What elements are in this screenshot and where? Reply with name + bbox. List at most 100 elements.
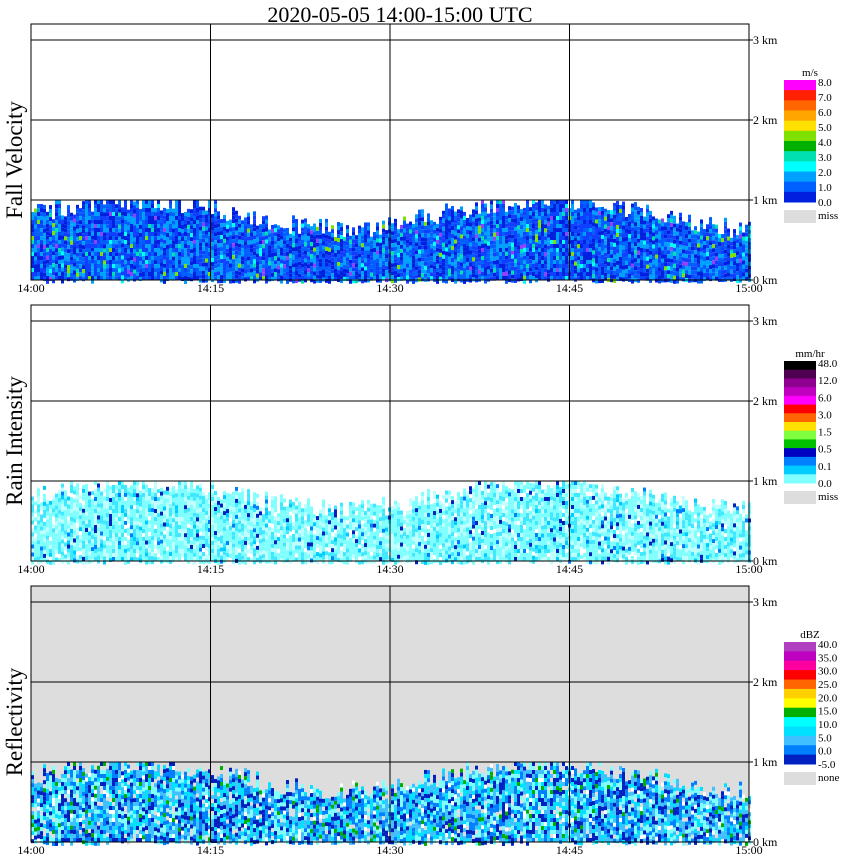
- echo-cell: [490, 272, 493, 277]
- echo-cell: [493, 268, 496, 273]
- echo-cell: [511, 226, 514, 231]
- echo-cell: [124, 560, 127, 565]
- echo-cell: [166, 209, 169, 214]
- echo-cell: [733, 249, 736, 254]
- echo-cell: [487, 233, 490, 238]
- echo-cell: [184, 279, 187, 284]
- echo-cell: [442, 246, 445, 251]
- echo-cell: [214, 256, 217, 261]
- echo-cell: [331, 253, 334, 258]
- echo-cell: [430, 264, 433, 269]
- echo-cell: [79, 523, 82, 528]
- echo-cell: [379, 266, 382, 271]
- echo-cell: [154, 529, 157, 533]
- echo-cell: [490, 228, 493, 233]
- echo-cell: [292, 251, 295, 256]
- echo-cell: [145, 272, 148, 276]
- echo-cell: [253, 251, 256, 256]
- echo-cell: [88, 252, 91, 256]
- echo-cell: [733, 245, 736, 250]
- echo-cell: [31, 520, 34, 525]
- echo-cell: [583, 216, 586, 220]
- echo-cell: [382, 228, 385, 233]
- echo-cell: [616, 220, 619, 225]
- echo-cell: [322, 257, 325, 262]
- echo-cell: [121, 517, 124, 521]
- echo-cell: [58, 208, 61, 212]
- echo-cell: [124, 528, 127, 533]
- echo-cell: [73, 510, 76, 515]
- echo-cell: [643, 268, 646, 273]
- echo-cell: [58, 220, 61, 224]
- echo-cell: [61, 235, 64, 240]
- echo-cell: [67, 552, 70, 557]
- echo-cell: [310, 250, 313, 255]
- echo-cell: [397, 261, 400, 266]
- echo-cell: [436, 231, 439, 236]
- echo-cell: [160, 270, 163, 275]
- echo-cell: [109, 232, 112, 236]
- echo-cell: [178, 248, 181, 252]
- echo-cell: [358, 257, 361, 262]
- echo-cell: [727, 264, 730, 269]
- echo-cell: [148, 524, 151, 529]
- echo-cell: [67, 273, 70, 278]
- echo-cell: [622, 221, 625, 226]
- echo-cell: [220, 263, 223, 268]
- echo-cell: [238, 215, 241, 220]
- echo-cell: [346, 225, 349, 230]
- echo-cell: [562, 224, 565, 228]
- echo-cell: [49, 500, 52, 505]
- echo-cell: [124, 212, 127, 216]
- echo-cell: [412, 223, 415, 228]
- echo-cell: [646, 232, 649, 237]
- echo-cell: [400, 248, 403, 253]
- echo-cell: [664, 250, 667, 255]
- echo-cell: [559, 220, 562, 224]
- echo-cell: [427, 245, 430, 250]
- echo-cell: [130, 541, 133, 546]
- echo-cell: [220, 239, 223, 244]
- echo-cell: [64, 236, 67, 241]
- echo-cell: [238, 279, 241, 284]
- echo-cell: [256, 225, 259, 230]
- echo-cell: [718, 262, 721, 267]
- echo-cell: [502, 276, 505, 280]
- echo-cell: [178, 232, 181, 236]
- echo-cell: [478, 261, 481, 266]
- echo-cell: [211, 262, 214, 267]
- echo-cell: [229, 279, 232, 284]
- echo-cell: [145, 496, 148, 501]
- echo-cell: [202, 274, 205, 279]
- echo-cell: [103, 536, 106, 541]
- echo-cell: [121, 521, 124, 525]
- echo-cell: [478, 233, 481, 238]
- echo-cell: [454, 279, 457, 284]
- echo-cell: [106, 481, 109, 485]
- echo-cell: [271, 268, 274, 273]
- echo-cell: [382, 252, 385, 257]
- echo-cell: [478, 257, 481, 262]
- echo-cell: [400, 268, 403, 273]
- echo-cell: [94, 541, 97, 545]
- echo-cell: [658, 251, 661, 256]
- echo-cell: [742, 252, 745, 257]
- echo-cell: [571, 232, 574, 236]
- echo-cell: [667, 262, 670, 267]
- echo-cell: [325, 258, 328, 263]
- echo-cell: [478, 221, 481, 226]
- echo-cell: [259, 224, 262, 229]
- echo-cell: [235, 230, 238, 235]
- echo-cell: [595, 219, 598, 224]
- echo-cell: [538, 212, 541, 216]
- echo-cell: [709, 229, 712, 234]
- echo-cell: [508, 254, 511, 259]
- echo-cell: [316, 270, 319, 275]
- echo-cell: [322, 265, 325, 270]
- echo-cell: [127, 217, 130, 222]
- echo-cell: [529, 235, 532, 240]
- echo-cell: [706, 248, 709, 253]
- echo-cell: [496, 268, 499, 272]
- echo-cell: [409, 273, 412, 278]
- echo-cell: [166, 273, 169, 278]
